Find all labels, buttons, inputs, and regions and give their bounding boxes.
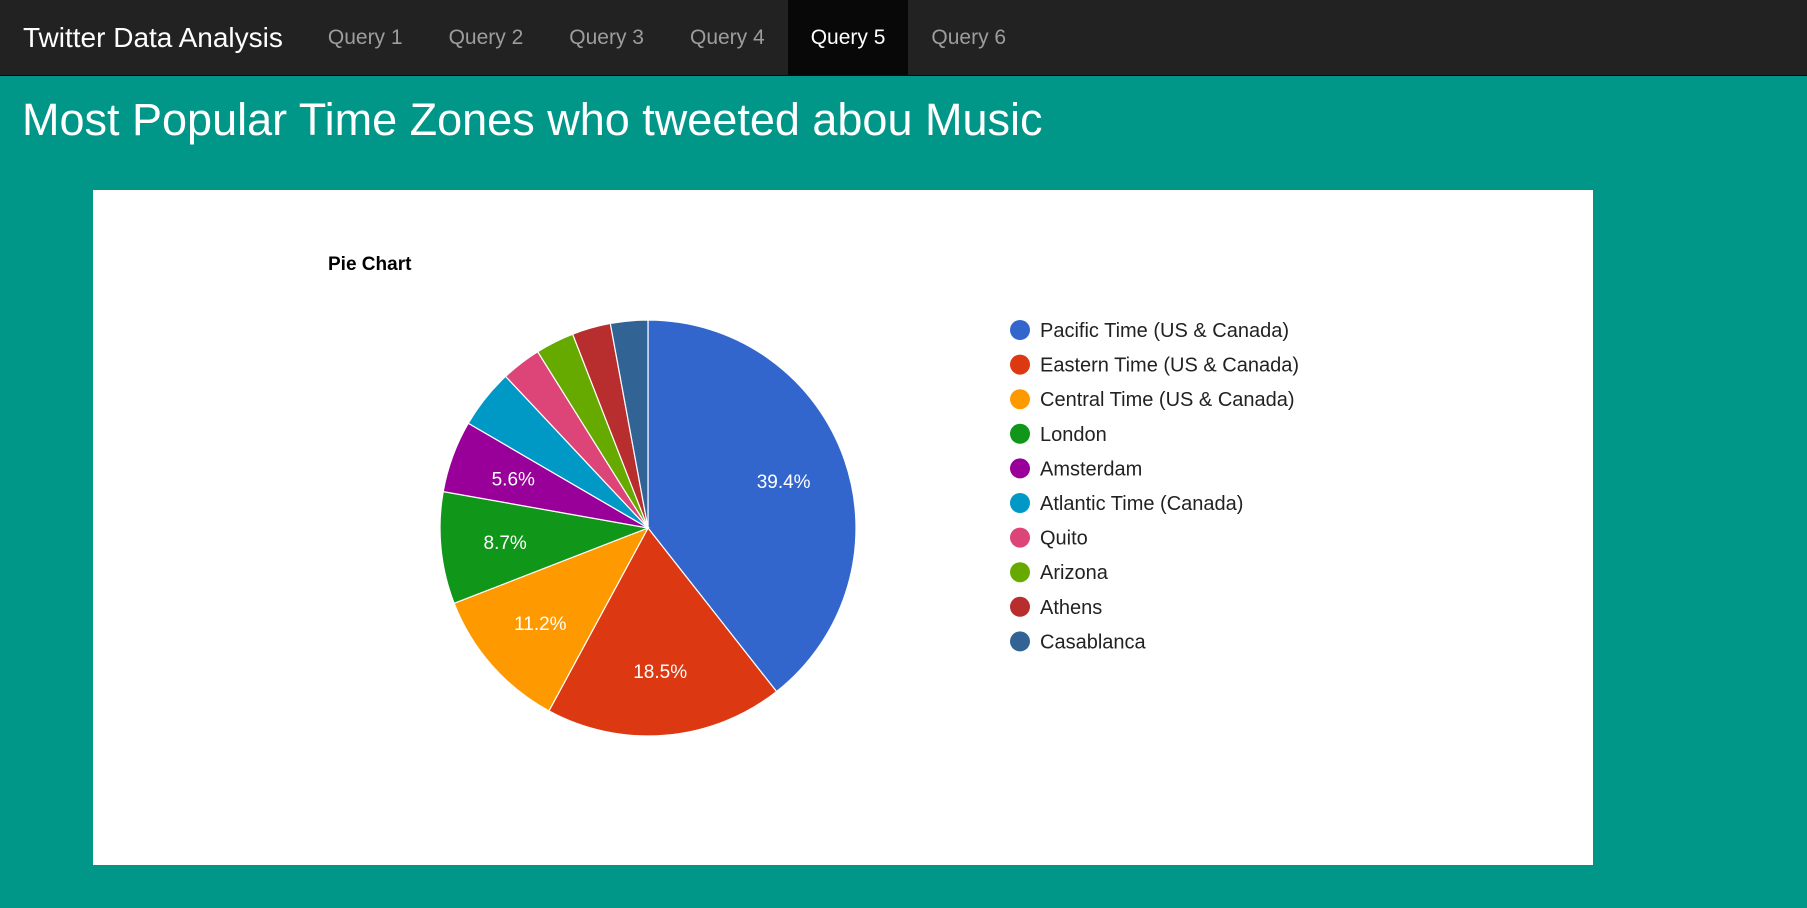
nav-query-3[interactable]: Query 3 [569,26,644,49]
legend-swatch [1010,527,1030,548]
nav-query-4[interactable]: Query 4 [689,26,765,49]
legend-swatch [1010,596,1030,617]
legend-item-amsterdam[interactable]: Amsterdam [1010,458,1142,480]
legend-swatch [1010,562,1030,583]
pie-chart: Pie Chart 39.4% 18.5% 11.2% 8.7% 5.6% Pacifi… [328,254,1299,737]
pie-slice-eastern-time-us-canada[interactable] [548,526,778,737]
legend-swatch [1010,354,1030,375]
slice-label-eastern-time-us-canada: 18.5% [633,662,687,683]
nav-query-1[interactable]: Query 1 [327,26,403,49]
chart-legend: Pacific Time (US & Canada) Eastern Time (… [1010,320,1299,653]
legend-label: Central Time (US & Canada) [1040,389,1295,411]
legend-label: Pacific Time (US & Canada) [1040,320,1289,342]
legend-label: Athens [1040,597,1102,619]
legend-item-london[interactable]: London [1010,423,1107,446]
legend-item-pacific-time-us-canada[interactable]: Pacific Time (US & Canada) [1010,320,1289,342]
legend-swatch [1010,389,1030,410]
chart-title: Pie Chart [328,254,412,275]
legend-item-atlantic-time-canada[interactable]: Atlantic Time (Canada) [1010,493,1243,515]
legend-label: Quito [1040,528,1088,550]
legend-label: Atlantic Time (Canada) [1040,493,1243,515]
page-title: Most Popular Time Zones who tweeted abou… [22,94,1043,145]
nav-query-5[interactable]: Query 5 [787,0,909,75]
legend-item-quito[interactable]: Quito [1010,527,1088,550]
nav-query-6[interactable]: Query 6 [931,26,1007,49]
pie-slice-pacific-time-us-canada[interactable] [647,319,857,693]
pie-slice-london[interactable] [439,490,651,605]
legend-item-central-time-us-canada[interactable]: Central Time (US & Canada) [1010,389,1295,411]
pie-slices [439,319,857,737]
legend-label: Eastern Time (US & Canada) [1040,355,1299,377]
legend-item-eastern-time-us-canada[interactable]: Eastern Time (US & Canada) [1010,354,1299,377]
legend-swatch [1010,423,1030,444]
brand-link[interactable]: Twitter Data Analysis [23,22,283,53]
legend-item-arizona[interactable]: Arizona [1010,562,1109,584]
legend-swatch [1010,458,1030,479]
slice-label-amsterdam: 5.6% [492,470,535,491]
slice-label-london: 8.7% [484,533,527,554]
legend-item-casablanca[interactable]: Casablanca [1010,631,1147,653]
legend-swatch [1010,320,1030,340]
legend-label: London [1040,424,1107,446]
legend-item-athens[interactable]: Athens [1010,596,1102,619]
pie-slice-casablanca[interactable] [609,319,649,529]
legend-label: Arizona [1040,562,1109,584]
legend-label: Amsterdam [1040,458,1142,480]
legend-swatch [1010,631,1030,652]
navbar: Twitter Data Analysis Query 1 Query 2 Qu… [0,0,1807,76]
slice-label-pacific-time-us-canada: 39.4% [757,472,811,493]
legend-label: Casablanca [1040,631,1147,653]
pie-slice-central-time-us-canada[interactable] [453,526,650,712]
legend-swatch [1010,493,1030,513]
slice-label-central-time-us-canada: 11.2% [514,614,567,635]
chart-panel: Pie Chart 39.4% 18.5% 11.2% 8.7% 5.6% Pacifi… [93,190,1593,865]
pie-slice-labels: 39.4% 18.5% 11.2% 8.7% 5.6% [484,470,811,683]
nav-query-2[interactable]: Query 2 [448,26,524,49]
